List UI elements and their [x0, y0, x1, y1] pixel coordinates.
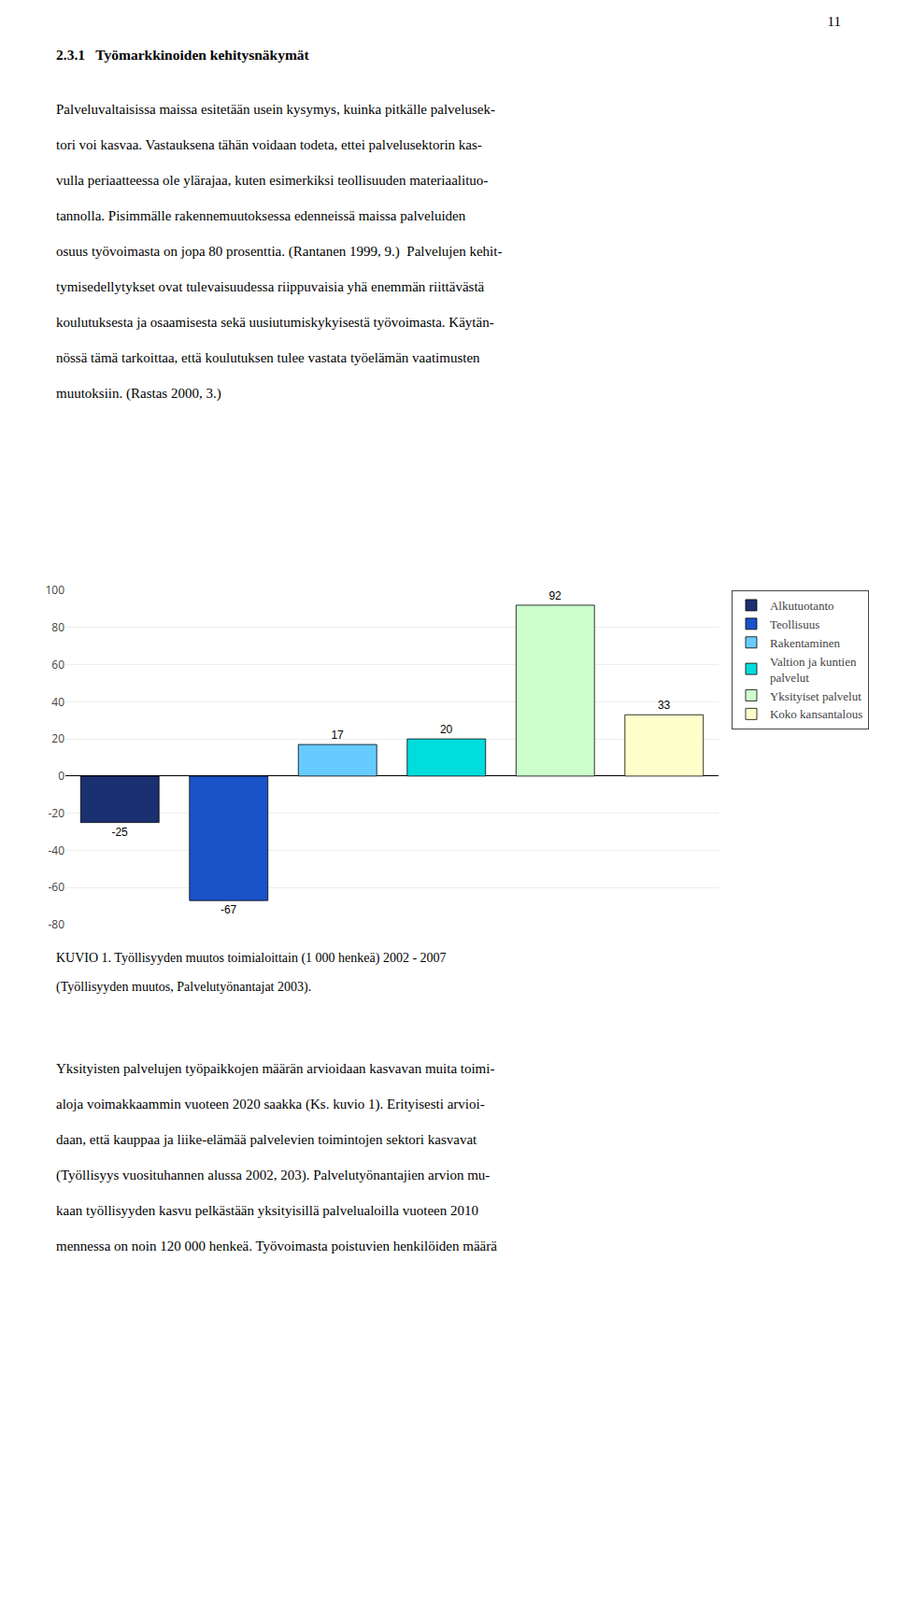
svg-text:92: 92 [548, 589, 562, 603]
html-text:(Työllisyys vuosituhannen alus: (Työllisyys vuosituhannen alussa 2002, 2… [56, 1167, 490, 1183]
svg-text:-25: -25 [111, 825, 129, 840]
html-text:vulla periaatteessa ole yläraj: vulla periaatteessa ole ylärajaa, kuten … [56, 172, 489, 188]
svg-text:80: 80 [51, 619, 65, 636]
svg-text:Yksityiset palvelut: Yksityiset palvelut [769, 689, 862, 704]
svg-text:-20: -20 [47, 805, 65, 822]
svg-text:40: 40 [51, 694, 65, 711]
html-text:Palveluvaltaisissa maissa esit: Palveluvaltaisissa maissa esitetään usei… [56, 101, 496, 117]
html-text:osuus työvoimasta on jopa 80 p: osuus työvoimasta on jopa 80 prosenttia.… [56, 243, 503, 259]
svg-text:100: 100 [44, 582, 65, 598]
html-text:tori voi kasvaa. Vastauksena t: tori voi kasvaa. Vastauksena tähän voida… [56, 137, 482, 153]
svg-text:17: 17 [330, 728, 344, 742]
html-text:mennessa on noin 120 000 henke: mennessa on noin 120 000 henkeä. Työvoim… [56, 1238, 497, 1254]
svg-text:60: 60 [51, 656, 65, 673]
html-text:2.3.1 Työmarkkinoiden kehitysn: 2.3.1 Työmarkkinoiden kehitysnäkymät [56, 46, 309, 63]
html-text:tymisedellytykset ovat tulevai: tymisedellytykset ovat tulevaisuudessa r… [56, 279, 485, 295]
svg-text:Valtion ja kuntienpalvelut: Valtion ja kuntienpalvelut [769, 654, 857, 685]
html-text:daan, että kauppaa ja liike-el: daan, että kauppaa ja liike-elämää palve… [56, 1132, 477, 1148]
svg-text:33: 33 [657, 698, 671, 712]
html-text:koulutuksesta ja osaamisesta s: koulutuksesta ja osaamisesta sekä uusiut… [56, 314, 495, 330]
svg-text:Teollisuus: Teollisuus [769, 617, 820, 632]
html-text:nössä tämä tarkoittaa, että ko: nössä tämä tarkoittaa, että koulutuksen … [56, 350, 480, 366]
svg-text:-40: -40 [47, 842, 65, 859]
svg-text:-67: -67 [220, 903, 238, 917]
svg-text:0: 0 [57, 768, 65, 784]
svg-text:20: 20 [51, 730, 65, 747]
html-text:kaan työllisyyden kasvu pelkäs: kaan työllisyyden kasvu pelkästään yksit… [56, 1203, 479, 1219]
svg-text:Koko kansantalous: Koko kansantalous [769, 707, 863, 722]
svg-text:-60: -60 [47, 879, 65, 896]
svg-text:-80: -80 [47, 916, 65, 933]
html-text:KUVIO 1. Työllisyyden muutos t: KUVIO 1. Työllisyyden muutos toimialoitt… [56, 951, 447, 966]
html-text:11: 11 [827, 14, 841, 29]
html-text:muutoksiin. (Rastas 2000, 3.): muutoksiin. (Rastas 2000, 3.) [56, 385, 222, 401]
html-text:tannolla. Pisimmälle rakennemu: tannolla. Pisimmälle rakennemuutoksessa … [56, 208, 466, 224]
svg-text:Alkutuotanto: Alkutuotanto [769, 598, 835, 613]
html-text:(Työllisyyden muutos, Palvelut: (Työllisyyden muutos, Palvelutyönantajat… [56, 980, 312, 995]
html-text:Yksityisten palvelujen työpaik: Yksityisten palvelujen työpaikkojen määr… [56, 1061, 495, 1077]
svg-text:20: 20 [440, 723, 454, 737]
html-text:aloja voimakkaammin vuoteen 20: aloja voimakkaammin vuoteen 2020 saakka … [56, 1096, 485, 1112]
svg-text:Rakentaminen: Rakentaminen [769, 636, 841, 651]
